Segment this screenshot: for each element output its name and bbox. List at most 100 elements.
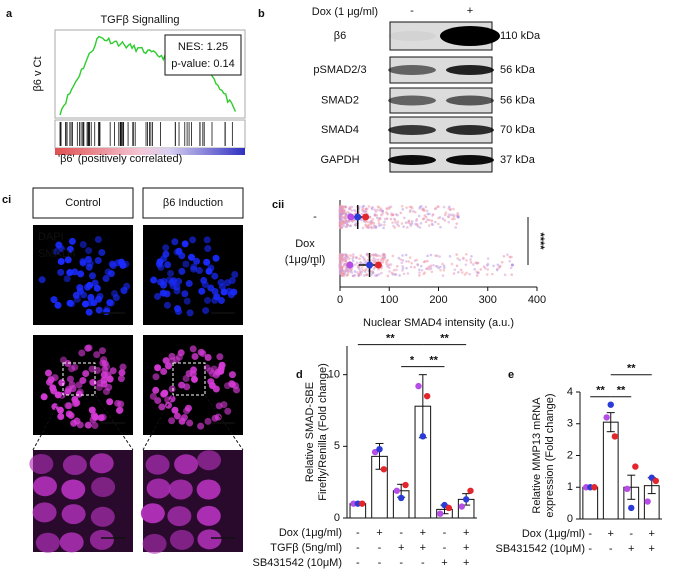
cell-dot	[427, 265, 431, 269]
nucleus	[66, 299, 74, 307]
cell-dot	[399, 211, 403, 215]
cell-dot	[379, 258, 383, 262]
cell-dot	[456, 257, 459, 260]
nucleus	[88, 365, 96, 373]
cell-dot	[427, 224, 431, 227]
cell-dot	[408, 256, 412, 259]
blot-band	[388, 95, 436, 106]
cell-dot	[435, 254, 439, 258]
cell-dot	[401, 254, 404, 257]
cell-dot	[462, 256, 465, 260]
cell-dot	[400, 204, 404, 208]
cell-dot	[385, 260, 388, 263]
cell-nucleus	[89, 529, 114, 550]
cell-dot	[338, 272, 342, 276]
cell-dot	[428, 218, 431, 222]
cell-dot	[383, 220, 386, 224]
cell-dot	[426, 259, 429, 263]
cell-dot	[400, 261, 404, 265]
cell-dot	[371, 270, 374, 273]
nucleus	[229, 380, 237, 388]
nucleus	[95, 306, 103, 314]
cell-nucleus	[167, 506, 192, 527]
cell-dot	[338, 262, 342, 265]
nucleus	[57, 257, 65, 265]
cell-dot	[426, 218, 429, 222]
cell-dot	[395, 268, 398, 272]
nucleus	[64, 359, 72, 367]
cell-dot	[407, 220, 411, 223]
nucleus	[100, 371, 108, 379]
nucleus	[150, 276, 158, 284]
cell-dot	[339, 225, 343, 229]
nucleus	[224, 407, 232, 415]
cell-dot	[363, 257, 366, 261]
cell-dot	[361, 268, 364, 272]
cell-dot	[442, 266, 446, 270]
replicate-mean	[346, 261, 354, 269]
cell-dot	[391, 221, 394, 224]
column-header-box	[32, 187, 134, 219]
nucleus	[189, 345, 197, 353]
condition-level: -	[399, 527, 403, 539]
cell-dot	[353, 270, 357, 273]
cell-dot	[410, 261, 414, 265]
nucleus	[204, 417, 212, 425]
cell-dot	[443, 213, 447, 217]
cell-dot	[405, 266, 408, 270]
nucleus	[117, 375, 125, 383]
cell-dot	[448, 205, 451, 209]
nucleus	[102, 274, 110, 282]
cell-dot	[398, 274, 401, 277]
cell-dot	[360, 218, 363, 222]
cell-dot	[426, 254, 429, 258]
cell-dot	[383, 223, 386, 227]
condition-level: -	[356, 542, 360, 554]
cell-dot	[356, 264, 360, 268]
x-tick-label: 300	[479, 294, 497, 306]
protein-label: SMAD4	[321, 124, 359, 136]
cell-dot	[485, 273, 489, 276]
cell-dot	[399, 258, 402, 261]
cell-dot	[458, 258, 461, 262]
replicate-point	[628, 504, 635, 512]
cell-dot	[364, 260, 368, 263]
significance-label: **	[627, 363, 636, 375]
cell-dot	[407, 260, 411, 263]
nucleus	[154, 397, 162, 405]
nucleus	[89, 378, 97, 386]
replicate-point	[644, 498, 651, 505]
cell-dot	[432, 263, 435, 267]
cell-dot	[465, 271, 468, 275]
nucleus	[93, 284, 101, 292]
significance-label: **	[617, 385, 626, 397]
nucleus	[72, 291, 80, 299]
cell-dot	[342, 220, 345, 224]
nucleus	[118, 369, 126, 377]
replicate-point	[462, 496, 470, 503]
cell-dot	[429, 253, 433, 257]
cell-dot	[469, 258, 472, 261]
cell-dot	[389, 263, 393, 266]
cell-dot	[380, 223, 383, 227]
nucleus	[114, 399, 122, 407]
cell-dot	[437, 216, 440, 220]
cell-dot	[502, 255, 506, 258]
blot-band	[446, 65, 494, 75]
replicate-mean	[374, 261, 382, 269]
cell-dot	[425, 209, 429, 213]
cell-dot	[470, 254, 473, 258]
cell-dot	[498, 265, 501, 268]
nucleus	[204, 353, 212, 361]
cell-dot	[372, 256, 375, 260]
cell-dot	[442, 264, 446, 268]
cell-dot	[491, 272, 494, 276]
cell-dot	[374, 225, 378, 228]
panel-label: d	[296, 369, 303, 381]
cell-dot	[420, 264, 423, 268]
nucleus	[178, 267, 186, 275]
nucleus	[38, 276, 46, 284]
nucleus	[82, 370, 90, 378]
nucleus	[149, 392, 157, 400]
